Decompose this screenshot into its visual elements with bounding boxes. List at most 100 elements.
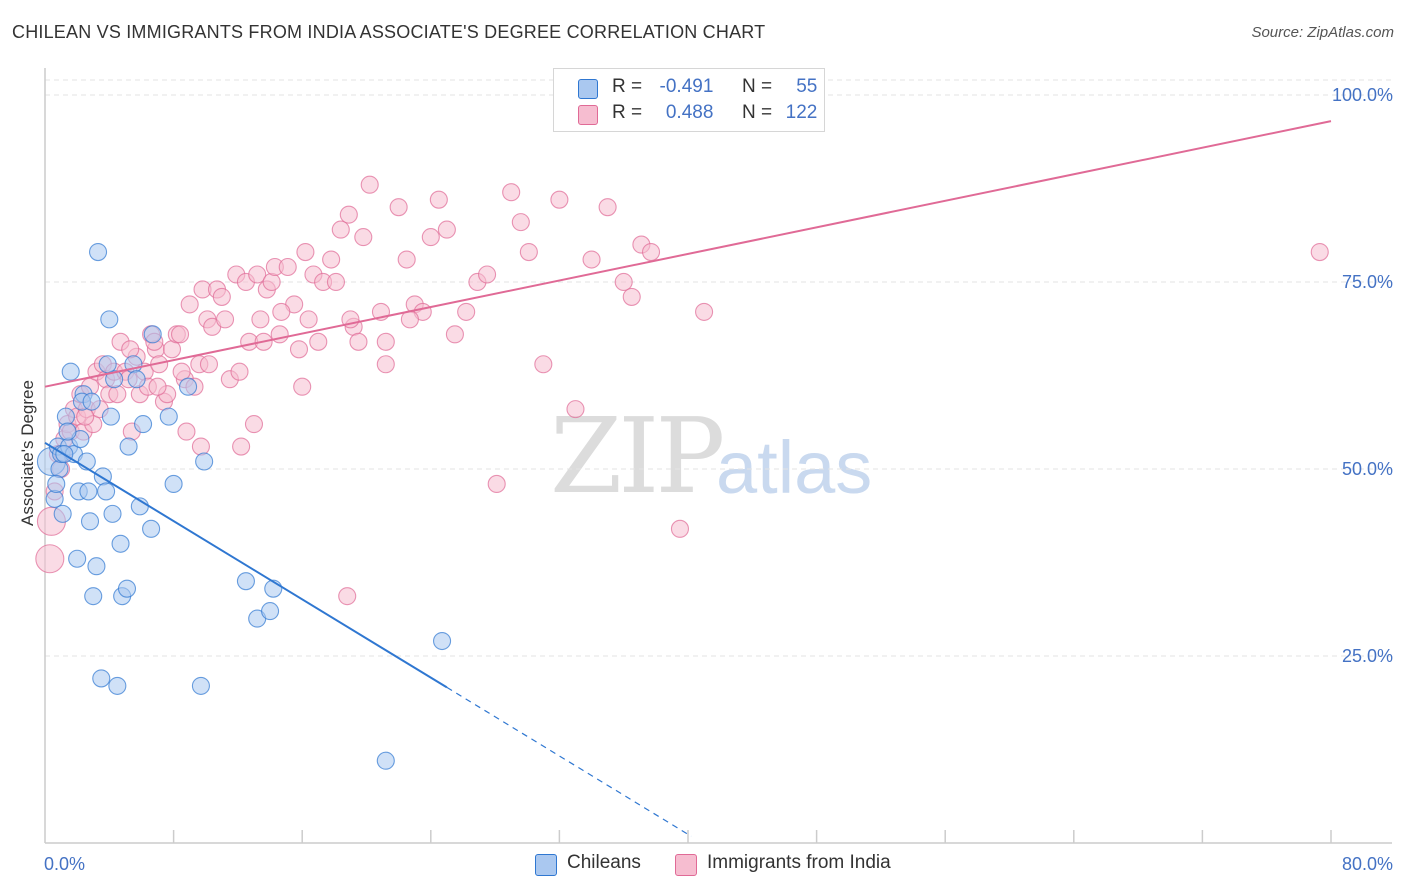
y-tick-label: 50.0%	[1342, 459, 1393, 479]
india-point	[309, 332, 328, 351]
india-point	[421, 228, 440, 247]
india-point	[502, 183, 521, 202]
india-point	[289, 340, 309, 359]
y-tick-label: 100.0%	[1332, 85, 1393, 105]
india-point	[582, 250, 601, 269]
chilean-point	[433, 631, 452, 651]
legend-n-value-pink: 122	[785, 102, 818, 123]
chart-title: CHILEAN VS IMMIGRANTS FROM INDIA ASSOCIA…	[12, 22, 766, 42]
chilean-trend-line	[44, 441, 448, 689]
chilean-point	[101, 407, 120, 426]
india-point	[614, 272, 633, 292]
correlation-legend: R = -0.491 N = 55 R = 0.488 N = 122	[553, 68, 825, 132]
india-point	[251, 310, 270, 329]
chilean-point	[119, 437, 138, 456]
india-point	[437, 220, 456, 239]
chilean-point	[92, 669, 111, 688]
india-point	[622, 287, 641, 306]
chilean-point	[97, 482, 116, 501]
legend-r-label-pink: R =	[612, 102, 643, 123]
chilean-point	[143, 325, 162, 344]
india-point	[429, 190, 448, 209]
india-point	[326, 272, 346, 292]
chilean-point	[127, 370, 146, 389]
y-axis-label: Associate's Degree	[18, 380, 37, 526]
chilean-point	[108, 676, 127, 695]
india-point	[162, 340, 182, 359]
india-point	[445, 325, 464, 344]
chilean-point	[58, 422, 77, 441]
chilean-point	[84, 587, 103, 606]
chilean-point	[53, 504, 72, 523]
india-point	[338, 587, 357, 606]
india-point	[598, 198, 617, 217]
chilean-point	[134, 415, 153, 434]
india-point	[35, 544, 65, 574]
chilean-point	[82, 392, 101, 411]
chilean-point	[61, 362, 80, 381]
legend-swatch-pink	[578, 105, 598, 125]
legend-n-value-blue: 55	[796, 76, 818, 97]
chilean-point	[47, 474, 66, 493]
chilean-point	[79, 482, 98, 501]
india-point	[293, 377, 312, 396]
watermark-atlas: atlas	[716, 426, 873, 509]
chilean-point	[142, 519, 161, 538]
india-point	[108, 385, 127, 404]
chilean-point	[45, 489, 64, 508]
india-point	[172, 362, 191, 381]
india-point	[641, 242, 661, 262]
chilean-point	[68, 549, 87, 568]
india-point	[519, 242, 538, 262]
bottom-legend-label-pink: Immigrants from India	[707, 852, 891, 873]
chilean-point	[87, 557, 106, 576]
india-point	[148, 377, 167, 396]
india-point	[670, 519, 690, 538]
india-trend-line	[44, 120, 1332, 388]
india-point	[299, 310, 318, 329]
chilean-point	[195, 452, 214, 471]
india-point	[248, 265, 267, 284]
legend-r-value-pink: 0.488	[665, 102, 714, 123]
india-point	[262, 272, 281, 292]
tick-labels: 25.0% 50.0% 75.0% 100.0% 0.0% 80.0%	[44, 85, 1393, 874]
chilean-point	[164, 474, 183, 493]
chilean-point	[105, 370, 124, 389]
india-point	[180, 295, 199, 314]
india-point	[1310, 242, 1329, 262]
y-tick-label: 25.0%	[1342, 646, 1393, 666]
india-point	[534, 355, 553, 374]
legend-r-value-blue: -0.491	[659, 76, 714, 97]
india-point	[170, 325, 190, 344]
bottom-legend-label-blue: Chileans	[567, 852, 641, 873]
chilean-point	[56, 407, 75, 426]
india-points	[35, 175, 1329, 606]
chilean-point	[103, 504, 122, 523]
india-point	[215, 310, 235, 329]
chilean-trend-extension	[446, 686, 692, 837]
india-point	[376, 355, 395, 374]
chilean-point	[80, 512, 100, 531]
india-point	[376, 332, 395, 351]
chilean-point	[98, 355, 117, 374]
legend-n-label-blue: N =	[741, 76, 773, 97]
india-point	[278, 257, 297, 277]
source-credit: Source: ZipAtlas.com	[1251, 24, 1394, 41]
india-point	[232, 437, 251, 456]
india-point	[199, 355, 219, 374]
india-point	[457, 302, 476, 321]
india-point	[121, 340, 140, 359]
india-point	[397, 250, 416, 269]
chilean-points	[36, 242, 452, 770]
x-tick-label-max: 80.0%	[1342, 854, 1393, 874]
y-tick-label: 75.0%	[1342, 272, 1393, 292]
india-point	[511, 213, 530, 232]
chilean-point	[191, 676, 210, 695]
trend-lines	[44, 120, 1332, 837]
chilean-point	[117, 579, 137, 598]
chilean-point	[179, 377, 198, 396]
india-point	[389, 198, 408, 217]
india-point	[296, 242, 315, 262]
chilean-point	[111, 534, 130, 553]
